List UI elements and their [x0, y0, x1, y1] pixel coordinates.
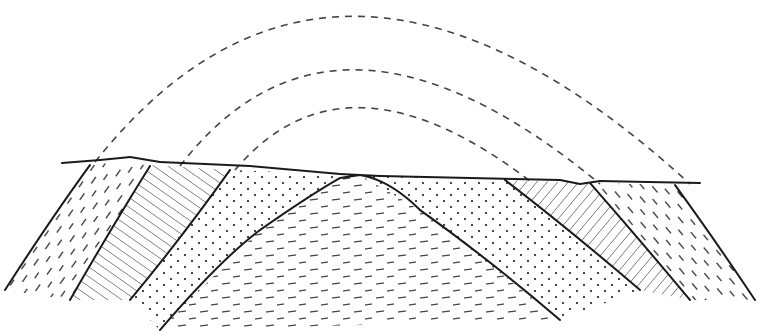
outer-layer-right — [590, 183, 755, 300]
boundary — [504, 179, 641, 291]
boundary — [589, 182, 691, 301]
boundary — [674, 184, 756, 301]
outer-layer-left — [5, 163, 150, 300]
striped-layer-left — [70, 165, 230, 300]
boundary — [69, 165, 151, 301]
boundary — [129, 169, 231, 301]
core-boundary — [159, 174, 561, 331]
eroded-outer-arc — [94, 15, 691, 185]
striped-layer-right — [505, 180, 690, 300]
eroded-middle-arc — [179, 69, 601, 185]
core-layer — [160, 175, 560, 330]
dotted-layer — [130, 170, 640, 330]
boundary — [4, 164, 91, 291]
eroded-inner-arc — [234, 106, 531, 182]
